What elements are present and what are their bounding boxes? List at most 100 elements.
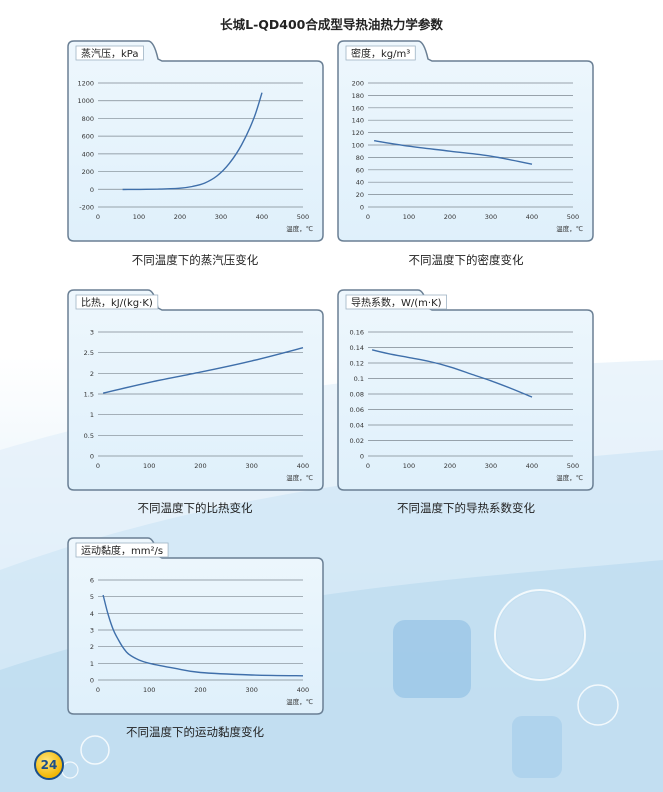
specific-heat-chart-svg: 比热，kJ/(kg·K) 0 0.5 1 1.5 2 2.5 3 0 100 200 300 400 温度… [67, 289, 324, 491]
x-tick-label: 400 [256, 213, 268, 221]
y-tick-label: 120 [352, 129, 364, 137]
y-tick-label: 0.14 [350, 344, 364, 352]
series-line [122, 92, 263, 191]
x-tick-label: 400 [526, 462, 538, 470]
y-tick-label: 0 [90, 677, 94, 685]
x-tick-label: 0 [96, 462, 100, 470]
x-tick-label: 200 [174, 213, 186, 221]
x-tick-label: 0 [96, 686, 100, 694]
x-tick-label: 300 [246, 686, 258, 694]
series-line [102, 347, 304, 394]
y-tick-label: 100 [352, 142, 364, 150]
chart-frame [337, 289, 594, 491]
x-tick-label: 0 [366, 213, 370, 221]
vapor-pressure-chart: 蒸汽压，kPa -200 0 200 400 600 800 1000 1200 0 100 200 3… [67, 40, 324, 242]
y-tick-label: 6 [90, 577, 94, 585]
chart-frame [337, 40, 594, 242]
y-tick-label: 2.5 [84, 349, 94, 357]
x-tick-label: 200 [444, 462, 456, 470]
kinematic-viscosity-chart-svg: 运动黏度，mm²/s 0 1 2 3 4 5 6 0 100 200 300 400 温度，℃ [67, 537, 324, 715]
x-tick-label: 100 [403, 462, 415, 470]
chart-title: 导热系数，W/(m·K) [351, 296, 442, 309]
x-tick-label: 100 [403, 213, 415, 221]
y-tick-label: 400 [82, 150, 94, 158]
y-tick-label: 200 [82, 168, 94, 176]
chart-title: 蒸汽压，kPa [81, 47, 139, 60]
x-tick-label: 200 [444, 213, 456, 221]
thermal-conductivity-caption: 不同温度下的导热系数变化 [397, 501, 535, 515]
x-axis-label: 温度，℃ [286, 697, 313, 706]
x-tick-label: 400 [297, 462, 309, 470]
y-tick-label: 180 [352, 92, 364, 100]
x-tick-label: 500 [567, 462, 579, 470]
x-axis-label: 温度，℃ [286, 224, 313, 233]
y-tick-label: 2 [90, 643, 94, 651]
y-tick-label: 1200 [77, 80, 94, 88]
y-tick-label: 600 [82, 133, 94, 141]
y-tick-label: 40 [356, 179, 364, 187]
y-tick-label: 0.06 [350, 406, 364, 414]
y-tick-label: 0.16 [350, 329, 364, 337]
specific-heat-chart: 比热，kJ/(kg·K) 0 0.5 1 1.5 2 2.5 3 0 100 200 300 400 温度… [67, 289, 324, 491]
chart-title-box [75, 294, 159, 310]
chart-frame [67, 289, 324, 491]
y-tick-label: 60 [356, 166, 364, 174]
y-tick-label: 0 [360, 204, 364, 212]
y-tick-label: 1 [90, 411, 94, 419]
y-tick-label: 3 [90, 329, 94, 337]
x-tick-label: 100 [143, 462, 155, 470]
y-tick-label: 5 [90, 593, 94, 601]
y-tick-label: 3 [90, 627, 94, 635]
x-tick-label: 200 [194, 686, 206, 694]
thermal-conductivity-chart-svg: 导热系数，W/(m·K) 0 0.02 0.04 0.06 0.08 0.1 0.12 0.14… [337, 289, 594, 491]
series-line [371, 349, 533, 398]
x-tick-label: 300 [485, 462, 497, 470]
density-caption: 不同温度下的密度变化 [408, 253, 524, 267]
y-tick-label: 2 [90, 370, 94, 378]
kinematic-viscosity-caption: 不同温度下的运动黏度变化 [126, 725, 264, 739]
specific-heat-caption: 不同温度下的比热变化 [137, 501, 253, 515]
y-tick-label: 0.08 [350, 391, 364, 399]
chart-title: 比热，kJ/(kg·K) [81, 296, 153, 309]
chart-title-box [345, 294, 447, 310]
y-tick-label: 1000 [77, 97, 94, 105]
page-title: 长城L-QD400合成型导热油热力学参数 [220, 17, 443, 32]
chart-title: 密度，kg/m³ [351, 47, 410, 60]
chart-title-box [75, 45, 144, 61]
x-tick-label: 400 [526, 213, 538, 221]
y-tick-label: 20 [356, 191, 364, 199]
x-tick-label: 100 [133, 213, 145, 221]
x-tick-label: 500 [297, 213, 309, 221]
x-tick-label: 0 [96, 213, 100, 221]
y-tick-label: 0 [90, 186, 94, 194]
x-tick-label: 100 [143, 686, 155, 694]
vapor-pressure-caption: 不同温度下的蒸汽压变化 [131, 253, 259, 267]
x-axis-label: 温度，℃ [286, 473, 313, 482]
y-tick-label: 200 [352, 80, 364, 88]
chart-title: 运动黏度，mm²/s [81, 544, 163, 557]
y-tick-label: 0.5 [84, 432, 94, 440]
x-tick-label: 300 [215, 213, 227, 221]
y-tick-label: 80 [356, 154, 364, 162]
kinematic-viscosity-chart: 运动黏度，mm²/s 0 1 2 3 4 5 6 0 100 200 300 400 温度，℃ [67, 537, 324, 715]
y-tick-label: 140 [352, 117, 364, 125]
y-tick-label: 1 [90, 660, 94, 668]
x-axis-label: 温度，℃ [556, 224, 583, 233]
x-tick-label: 0 [366, 462, 370, 470]
y-tick-label: -200 [79, 204, 94, 212]
x-tick-label: 500 [567, 213, 579, 221]
y-tick-label: 160 [352, 104, 364, 112]
y-tick-label: 1.5 [84, 391, 94, 399]
chart-frame [67, 40, 324, 242]
x-tick-label: 200 [194, 462, 206, 470]
series-line [373, 140, 533, 165]
y-tick-label: 0.1 [354, 375, 364, 383]
y-tick-label: 0 [90, 453, 94, 461]
density-chart: 密度，kg/m³ 0 20 40 60 80 100 120 140 160 180 200 0 100 2… [337, 40, 594, 242]
y-tick-label: 4 [90, 610, 94, 618]
density-chart-svg: 密度，kg/m³ 0 20 40 60 80 100 120 140 160 180 200 0 100 2… [337, 40, 594, 242]
x-tick-label: 400 [297, 686, 309, 694]
thermal-conductivity-chart: 导热系数，W/(m·K) 0 0.02 0.04 0.06 0.08 0.1 0.12 0.14… [337, 289, 594, 491]
x-tick-label: 300 [246, 462, 258, 470]
